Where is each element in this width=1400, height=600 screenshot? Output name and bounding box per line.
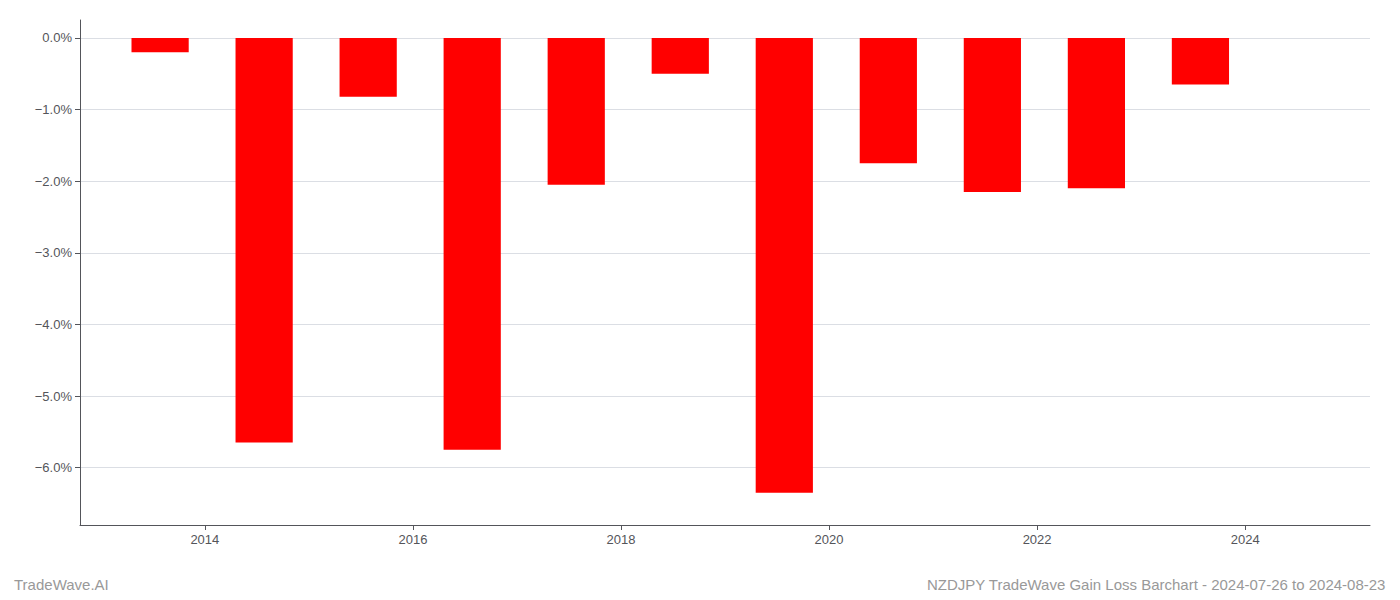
svg-text:−5.0%: −5.0%	[35, 389, 73, 404]
svg-text:−3.0%: −3.0%	[35, 245, 73, 260]
svg-text:2024: 2024	[1231, 532, 1260, 547]
svg-text:−2.0%: −2.0%	[35, 174, 73, 189]
svg-text:−1.0%: −1.0%	[35, 102, 73, 117]
svg-text:−4.0%: −4.0%	[35, 317, 73, 332]
svg-text:0.0%: 0.0%	[42, 30, 72, 45]
svg-text:2020: 2020	[815, 532, 844, 547]
svg-text:2018: 2018	[607, 532, 636, 547]
svg-text:2022: 2022	[1023, 532, 1052, 547]
svg-text:2014: 2014	[190, 532, 219, 547]
svg-text:−6.0%: −6.0%	[35, 460, 73, 475]
svg-text:NZDJPY TradeWave Gain Loss Bar: NZDJPY TradeWave Gain Loss Barchart - 20…	[927, 576, 1386, 593]
svg-text:2016: 2016	[398, 532, 427, 547]
svg-text:TradeWave.AI: TradeWave.AI	[14, 576, 109, 593]
